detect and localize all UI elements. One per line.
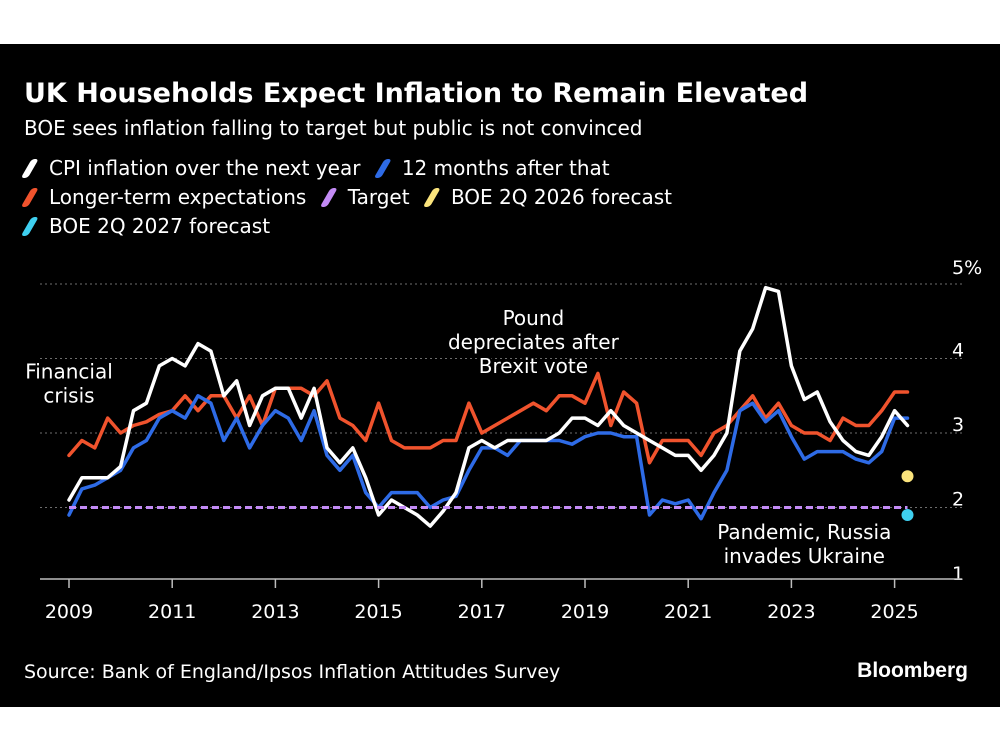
- annotation-label: crisis: [43, 384, 94, 408]
- annotation-label: Pandemic, Russia: [717, 520, 891, 544]
- annotation-label: Pound: [503, 306, 565, 330]
- series-line-cpi-inflation-over-the-next-year: [67, 285, 910, 528]
- annotation-label: Financial: [25, 360, 113, 384]
- legend-row: CPI inflation over the next year 12 mont…: [20, 156, 984, 185]
- x-tick-label: 2023: [767, 601, 815, 623]
- chart-panel: UK Households Expect Inflation to Remain…: [0, 44, 1000, 707]
- annotation-label: depreciates after: [448, 330, 620, 354]
- x-tick-label: 2025: [870, 601, 918, 623]
- legend-row: Longer-term expectations Target BOE 2Q 2…: [20, 185, 984, 214]
- x-tick-label: 2011: [148, 601, 196, 623]
- legend-label: BOE 2Q 2026 forecast: [450, 185, 673, 209]
- y-tick-label: 5%: [952, 257, 982, 279]
- bloomberg-logo: Bloomberg: [857, 659, 968, 682]
- boe-2q-2027-forecast-point: [901, 508, 914, 521]
- legend-item-target: Target: [319, 185, 410, 209]
- legend-row: BOE 2Q 2027 forecast: [20, 214, 984, 243]
- x-tick-label: 2013: [251, 601, 299, 623]
- legend-label: 12 months after that: [401, 156, 610, 180]
- x-tick-label: 2017: [458, 601, 506, 623]
- x-tick-label: 2019: [561, 601, 609, 623]
- legend-label: BOE 2Q 2027 forecast: [49, 214, 271, 238]
- annotation-label: invades Ukraine: [724, 544, 885, 568]
- legend-item-longer-term: Longer-term expectations: [20, 185, 307, 209]
- legend-label: CPI inflation over the next year: [49, 156, 361, 180]
- legend-item-12-months-after: 12 months after that: [373, 156, 610, 180]
- legend-item-cpi-next-year: CPI inflation over the next year: [20, 156, 361, 180]
- legend-item-boe-2027: BOE 2Q 2027 forecast: [20, 214, 271, 238]
- legend-label: Target: [347, 185, 410, 209]
- y-tick-label: 2: [952, 489, 964, 511]
- x-tick-label: 2009: [45, 601, 93, 623]
- line-chart: 5% 4 3 2 1 2009 2011 2013 2015 2017 2019 2021 2023 20…: [23, 257, 982, 623]
- legend-label: Longer-term expectations: [49, 185, 307, 209]
- annotation-label: Brexit vote: [479, 354, 588, 378]
- x-tick-label: 2015: [354, 601, 402, 623]
- x-tick-label: 2021: [664, 601, 712, 623]
- y-tick-label: 3: [952, 414, 964, 436]
- boe-2q-2026-forecast-point: [901, 470, 914, 483]
- source-note: Source: Bank of England/Ipsos Inflation …: [24, 661, 561, 683]
- y-tick-label: 4: [952, 340, 964, 362]
- chart-title: UK Households Expect Inflation to Remain…: [24, 78, 809, 109]
- series-line-12-months-after-that: [67, 394, 910, 521]
- chart-subtitle: BOE sees inflation falling to target but…: [24, 116, 643, 140]
- legend: CPI inflation over the next year 12 mont…: [20, 156, 984, 243]
- y-tick-label: 1: [952, 563, 964, 585]
- legend-item-boe-2026: BOE 2Q 2026 forecast: [422, 185, 673, 209]
